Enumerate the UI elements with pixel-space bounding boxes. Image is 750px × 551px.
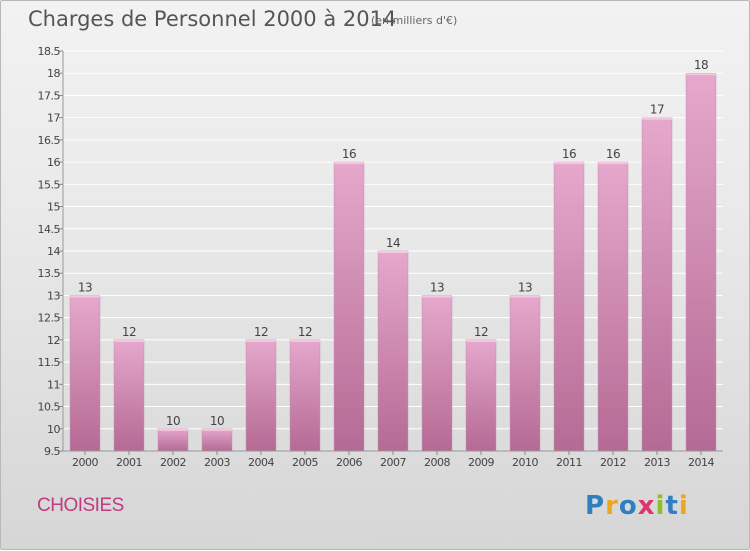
chart-title: Charges de Personnel 2000 à 2014 [28, 7, 397, 31]
bar [157, 428, 189, 452]
y-tick-label: 16 [47, 156, 60, 169]
data-label: 13 [430, 280, 444, 294]
y-tick-label: 11 [47, 378, 60, 391]
bar-highlight [686, 73, 716, 76]
proxiti-logo[interactable]: Proxiti [585, 491, 689, 521]
x-tick-label: 2013 [644, 456, 670, 469]
y-tick-label: 10.5 [38, 401, 61, 414]
axes: 9.5 10 10.5 11 11.5 12 12.5 13 13.5 14 14.5 15 15.5 1… [38, 45, 723, 469]
bar [69, 295, 101, 452]
y-tick-label: 15 [47, 201, 60, 214]
y-tick-label: 13.5 [38, 267, 61, 280]
bar-highlight [114, 339, 144, 342]
logo-letter: i [655, 491, 666, 521]
x-tick-label: 2000 [72, 456, 98, 469]
bar-highlight [246, 339, 276, 342]
y-tick-label: 16.5 [38, 134, 61, 147]
logo-letter: t [665, 491, 679, 521]
data-label: 10 [166, 414, 180, 428]
data-label: 13 [518, 280, 532, 294]
logo-letter: r [605, 491, 619, 521]
data-label: 12 [298, 325, 312, 339]
data-label: 16 [562, 147, 576, 161]
bar-highlight [70, 295, 100, 298]
bar [685, 72, 717, 452]
data-label: 16 [606, 147, 620, 161]
x-tick-label: 2010 [512, 456, 538, 469]
y-tick-label: 12 [47, 334, 60, 347]
bars: 13 12 10 10 12 12 16 14 13 12 13 16 16 17 18 [69, 58, 717, 452]
data-label: 14 [386, 236, 400, 250]
x-tick-label: 2002 [160, 456, 186, 469]
y-tick-label: 12.5 [38, 312, 61, 325]
logo-letter: P [585, 491, 606, 521]
y-tick-label: 17 [47, 112, 60, 125]
bar-highlight [598, 162, 628, 165]
bar [289, 339, 321, 452]
bar [377, 250, 409, 452]
y-tick-label: 18 [47, 67, 60, 80]
bar [421, 295, 453, 452]
y-tick-label: 11.5 [38, 356, 61, 369]
data-label: 12 [122, 325, 136, 339]
bar [641, 117, 673, 452]
logo-letter: o [618, 491, 638, 521]
x-tick-label: 2004 [248, 456, 274, 469]
bar-highlight [378, 251, 408, 253]
chart-unit: (en milliers d'€) [371, 14, 458, 27]
bar-highlight [334, 162, 364, 165]
y-tick-label: 18.5 [38, 45, 61, 58]
bar [465, 339, 497, 452]
data-label: 16 [342, 147, 356, 161]
bar [245, 339, 277, 452]
x-tick-label: 2008 [424, 456, 450, 469]
bar-highlight [422, 295, 452, 298]
x-tick-label: 2009 [468, 456, 494, 469]
logo-letter: i [678, 491, 689, 521]
x-tick-label: 2005 [292, 456, 318, 469]
bar [113, 339, 145, 452]
y-tick-label: 10 [47, 423, 60, 436]
bar-highlight [510, 295, 540, 298]
y-tick-label: 9.5 [44, 445, 60, 458]
y-tick-label: 15.5 [38, 178, 61, 191]
data-label: 13 [78, 280, 92, 294]
bar [509, 295, 541, 452]
data-label: 18 [694, 58, 708, 72]
x-tick-label: 2012 [600, 456, 626, 469]
bar [597, 161, 629, 452]
bar [201, 428, 233, 452]
x-tick-label: 2007 [380, 456, 406, 469]
data-label: 10 [210, 414, 224, 428]
bar-highlight [554, 162, 584, 165]
x-tick-label: 2011 [556, 456, 582, 469]
bar-highlight [466, 339, 496, 342]
y-tick-label: 14.5 [38, 223, 61, 236]
y-tick-label: 13 [47, 289, 60, 302]
bar-highlight [290, 339, 320, 342]
data-label: 17 [650, 103, 664, 117]
x-tick-label: 2014 [688, 456, 714, 469]
logo-letter: x [637, 491, 656, 521]
commune-name: CHOISIES [37, 495, 124, 516]
x-tick-label: 2006 [336, 456, 362, 469]
bar-highlight [202, 428, 232, 431]
bar [333, 161, 365, 452]
bar-highlight [158, 428, 188, 431]
x-tick-label: 2001 [116, 456, 142, 469]
y-tick-label: 17.5 [38, 89, 61, 102]
data-label: 12 [474, 325, 488, 339]
x-tick-label: 2003 [204, 456, 230, 469]
y-tick-label: 14 [47, 245, 60, 258]
data-label: 12 [254, 325, 268, 339]
bar-highlight [642, 117, 672, 120]
bar [553, 161, 585, 452]
